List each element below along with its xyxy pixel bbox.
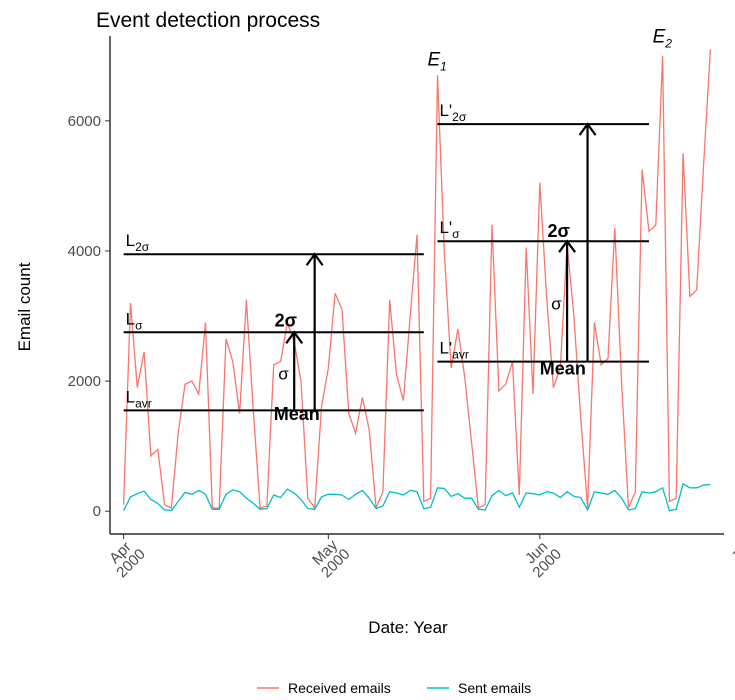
axes: 0 2000 4000 6000 Apr2000 May2000 Jun2000 Jul200… [68,36,735,581]
sigma-arrow-label: σ [278,364,289,383]
sigma-arrow-label: 2σ [548,221,570,241]
series-lines [122,49,712,512]
sigma-arrow-label: 2σ [275,310,297,330]
y-tick-label: 2000 [68,373,101,390]
sigma-arrow-head [558,239,576,253]
x-tick-label: May2000 [307,535,353,581]
x-tick-label: Jul2000 [723,535,735,581]
y-tick-label: 6000 [68,113,101,130]
series-line-sent-emails [123,482,711,512]
x-axis-label: Date: Year [368,618,448,637]
y-tick-label: 0 [93,503,101,520]
threshold-label: L2σ [126,231,150,254]
mean-label: Mean [274,404,320,424]
threshold-label: Lavr [126,387,152,410]
series-line-received-emails [122,49,712,510]
sigma-arrow-head [578,122,597,136]
sigma-arrow-head [285,330,304,344]
threshold-label: L'σ [439,218,460,241]
mean-label: Mean [540,359,586,379]
event-label: E2 [653,27,673,51]
y-tick-label: 4000 [68,243,101,260]
legend: Received emails Sent emails [257,680,531,696]
threshold-label: L'avr [439,339,468,362]
sigma-arrow-head [305,252,324,266]
x-tick-label: Jun2000 [519,535,565,581]
sigma-arrow-label: σ [551,294,562,313]
y-axis-label: Email count [15,262,34,351]
legend-label: Sent emails [458,680,531,696]
chart-title: Event detection process [96,9,320,32]
threshold-label: L'2σ [439,101,466,124]
threshold-label: Lσ [126,309,143,332]
event-label: E1 [427,50,446,74]
annotations: Lavr Lσ L2σ L'avr L'σ L'2σ σ 2σ σ 2σ Mean Mean E1 E2 [123,27,673,424]
x-tick-label: Apr2000 [103,535,149,581]
legend-label: Received emails [288,680,391,696]
